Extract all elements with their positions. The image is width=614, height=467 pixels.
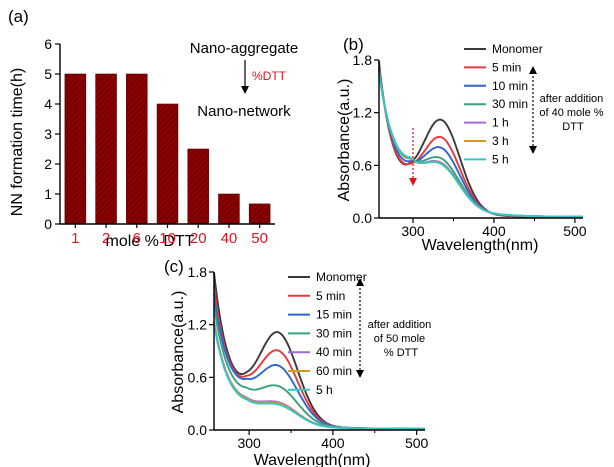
- ytick-label: 0.6: [188, 369, 208, 385]
- ytick-label: 0.0: [353, 210, 373, 226]
- panel-a-ytick-label: 1: [44, 186, 52, 202]
- legend-entry: 15 min: [316, 308, 352, 322]
- panel-b-red-arrowhead-icon: [409, 178, 417, 186]
- legend-entry: Monomer: [492, 42, 543, 56]
- xtick-label: 500: [563, 223, 587, 239]
- panel-c-line-chart: (c) Absorbance(a.u.) Wavelength(nm) 0.0 0…: [164, 257, 435, 467]
- xtick-label: 400: [321, 435, 345, 451]
- panel-b-ylabel: Absorbance(a.u.): [336, 79, 353, 202]
- panel-b-line-chart: (b) Absorbance(a.u.) Wavelength(nm) 0.0 0…: [336, 35, 606, 254]
- panel-a-xtick-label: 2: [102, 230, 110, 247]
- panel-a-label: (a): [8, 7, 29, 26]
- legend-entry: 5 h: [316, 383, 333, 397]
- panel-b-xlabel: Wavelength(nm): [422, 237, 539, 254]
- legend-entry: Monomer: [316, 270, 367, 284]
- legend-entry: 60 min: [316, 364, 352, 378]
- xtick-label: 400: [482, 223, 506, 239]
- annotation-nano-aggregate: Nano-aggregate: [190, 40, 298, 57]
- xtick-label: 300: [401, 223, 425, 239]
- legend-entry: 30 min: [492, 97, 528, 111]
- bar-20: [187, 148, 209, 225]
- panel-a-ytick-label: 3: [44, 126, 52, 142]
- series-line-2: [378, 67, 583, 218]
- ytick-label: 0.6: [353, 157, 373, 173]
- panel-a-xlabel: mole % DTT: [106, 233, 195, 250]
- annotation-dtt: %DTT: [252, 69, 287, 83]
- ytick-label: 0.0: [188, 422, 208, 438]
- panel-a-xtick-label: 1: [71, 230, 79, 247]
- panel-a-ytick-label: 6: [44, 36, 52, 52]
- panel-c-arrow-down-icon: [356, 370, 364, 378]
- series-line-6: [378, 71, 583, 218]
- panel-a-bar-chart: (a) NN formation time(h) mole % DTT 0 1 2 3…: [8, 7, 298, 250]
- legend-entry: 1 h: [492, 116, 509, 130]
- series-line-3: [378, 69, 583, 218]
- annotation-nano-network: Nano-network: [197, 103, 291, 120]
- xtick-label: 300: [237, 435, 261, 451]
- panel-b-arrow-down-icon: [529, 146, 537, 154]
- panel-a-ytick-label: 5: [44, 66, 52, 82]
- panel-c-arrow-up-icon: [356, 278, 364, 286]
- legend-entry: 5 min: [492, 60, 521, 74]
- bar-40: [218, 193, 240, 225]
- panel-a-ytick-label: 2: [44, 156, 52, 172]
- legend-entry: 3 h: [492, 134, 509, 148]
- legend-entry: 5 min: [316, 289, 345, 303]
- ytick-label: 1.8: [188, 264, 208, 280]
- panel-a-ytick-label: 4: [44, 96, 52, 112]
- panel-a-xtick-label: 10: [159, 230, 176, 247]
- panel-a-ytick-label: 0: [44, 216, 52, 232]
- bar-6: [126, 73, 148, 225]
- bar-50: [248, 203, 271, 225]
- bar-2: [95, 73, 117, 225]
- panel-c-ylabel: Absorbance(a.u.): [170, 291, 187, 414]
- panel-a-xtick-label: 6: [133, 230, 141, 247]
- panel-a-xtick-label: 20: [190, 230, 207, 247]
- legend-entry: 10 min: [492, 79, 528, 93]
- panel-a-xtick-label: 50: [251, 230, 268, 247]
- panel-a-ylabel: NN formation time(h): [9, 68, 26, 216]
- panel-b-annotation: after addition of 40 mole % DTT: [539, 93, 606, 133]
- panel-b-label: (b): [343, 35, 364, 54]
- annotation-arrowhead-icon: [241, 86, 249, 94]
- bar-10: [156, 103, 179, 225]
- panel-b-arrow-up-icon: [529, 66, 537, 74]
- panel-c-xlabel: Wavelength(nm): [254, 452, 371, 467]
- panel-c-annotation: after addition of 50 mole % DTT: [368, 319, 435, 359]
- bar-1: [64, 73, 87, 225]
- panel-c-label: (c): [164, 257, 184, 276]
- panel-a-xtick-label: 40: [221, 230, 238, 247]
- series-line-6: [213, 323, 425, 430]
- ytick-label: 1.2: [353, 105, 373, 121]
- legend-entry: 5 h: [492, 152, 509, 166]
- ytick-label: 1.2: [188, 317, 208, 333]
- ytick-label: 1.8: [353, 52, 373, 68]
- legend-entry: 40 min: [316, 345, 352, 359]
- xtick-label: 500: [405, 435, 429, 451]
- legend-entry: 30 min: [316, 326, 352, 340]
